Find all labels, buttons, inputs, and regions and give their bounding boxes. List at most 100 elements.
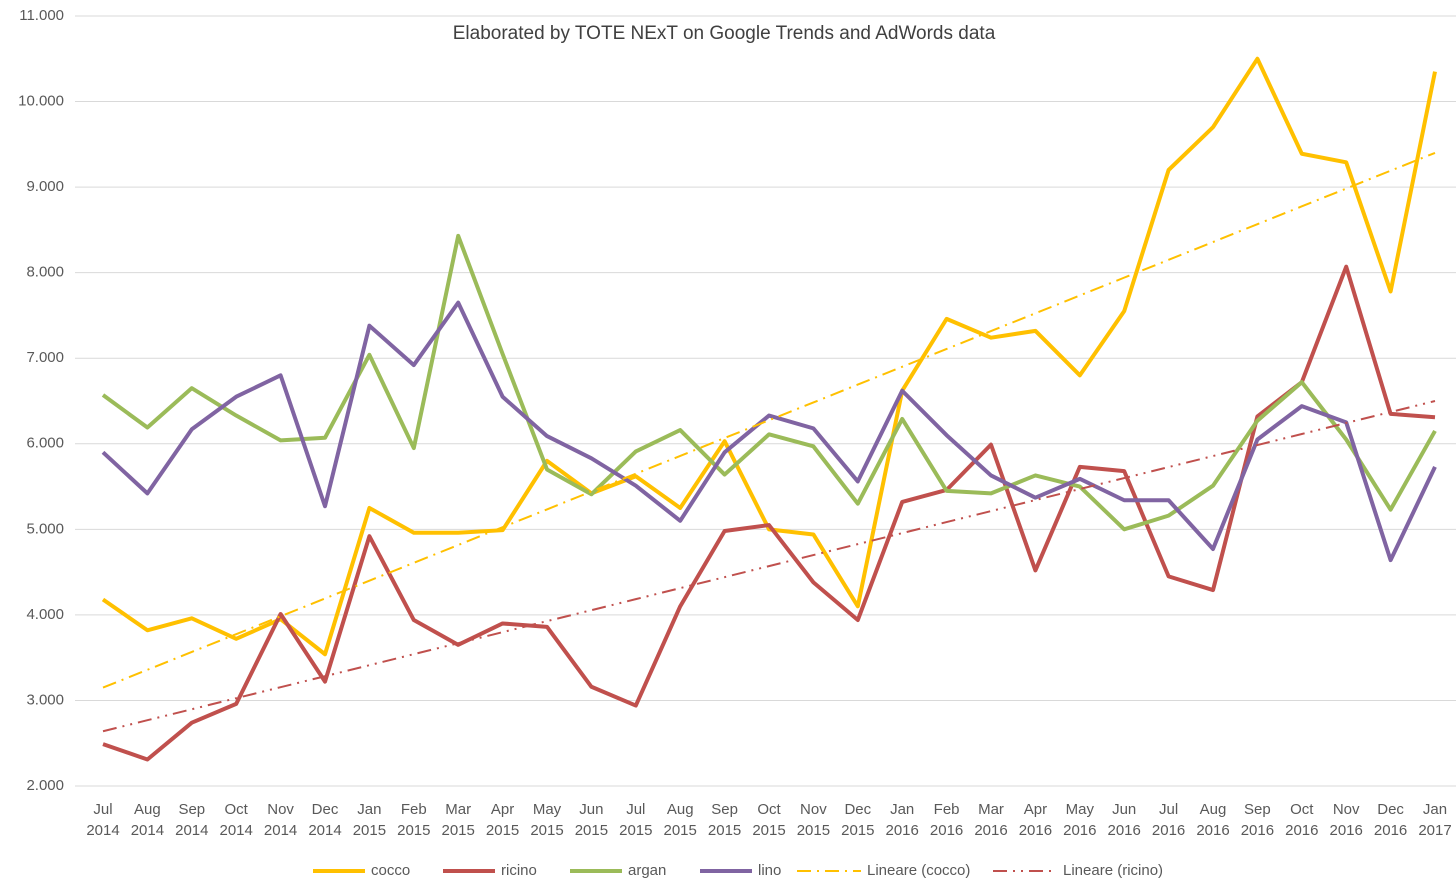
x-tick-label-line: 2015 (752, 822, 785, 839)
x-tick-label-line: Jan (357, 801, 381, 818)
x-tick-label-line: Dec (1377, 801, 1404, 818)
x-tick-label-line: Jul (626, 801, 645, 818)
x-tick-label-line: 2016 (1196, 822, 1229, 839)
x-tick-label-line: 2016 (1330, 822, 1363, 839)
legend-label: cocco (371, 862, 410, 879)
x-tick-label-line: 2016 (1285, 822, 1318, 839)
x-tick-label-line: Nov (1333, 801, 1360, 818)
x-tick-label-line: 2017 (1418, 822, 1451, 839)
x-tick-label-line: May (533, 801, 562, 818)
x-tick-label-line: Oct (225, 801, 249, 818)
x-tick-label-line: 2014 (220, 822, 253, 839)
x-tick-label-line: 2016 (974, 822, 1007, 839)
x-tick-label-line: Oct (757, 801, 781, 818)
x-tick-label-line: Mar (978, 801, 1004, 818)
x-tick-label: Jun 2016 (1108, 801, 1141, 839)
x-tick-label-line: Sep (178, 801, 205, 818)
x-tick-label: May 2015 (530, 801, 563, 839)
x-tick-label: Mar 2015 (442, 801, 475, 839)
x-tick-label-line: 2015 (841, 822, 874, 839)
x-tick-label: Feb 2015 (397, 801, 430, 839)
x-tick-label: Nov 2016 (1330, 801, 1363, 839)
x-tick-label: Jul 2014 (86, 801, 119, 839)
x-tick-label: Jun 2015 (575, 801, 608, 839)
y-tick-label: 3.000 (26, 691, 64, 708)
y-tick-label: 4.000 (26, 606, 64, 623)
y-tick-label: 8.000 (26, 264, 64, 281)
x-tick-label: Jul 2015 (619, 801, 652, 839)
x-tick-label-line: 2014 (308, 822, 341, 839)
x-tick-label-line: 2015 (486, 822, 519, 839)
x-tick-label-line: 2014 (264, 822, 297, 839)
x-tick-label-line: Sep (711, 801, 738, 818)
x-tick-label-line: Aug (1200, 801, 1227, 818)
x-tick-label-line: 2015 (797, 822, 830, 839)
x-tick-label-line: 2015 (708, 822, 741, 839)
x-tick-label-line: 2016 (1063, 822, 1096, 839)
x-tick-label: Apr 2015 (486, 801, 519, 839)
x-tick-label-line: 2015 (353, 822, 386, 839)
x-tick-label-line: 2015 (575, 822, 608, 839)
x-tick-label: Jan 2017 (1418, 801, 1451, 839)
x-tick-label-line: Apr (1024, 801, 1047, 818)
x-tick-label-line: Jun (1112, 801, 1136, 818)
x-tick-label-line: 2016 (930, 822, 963, 839)
legend-label: Lineare (cocco) (867, 862, 970, 879)
x-tick-label-line: 2016 (1108, 822, 1141, 839)
x-tick-label: Sep 2016 (1241, 801, 1274, 839)
x-tick-label: Jan 2016 (886, 801, 919, 839)
series-line (102, 400, 1436, 733)
x-tick-label: Oct 2014 (220, 801, 253, 839)
x-tick-label-line: Aug (667, 801, 694, 818)
x-tick-label: Aug 2015 (664, 801, 697, 839)
x-tick-label: May 2016 (1063, 801, 1096, 839)
x-tick-label-line: Jul (93, 801, 112, 818)
y-tick-label: 9.000 (26, 178, 64, 195)
y-tick-label: 2.000 (26, 777, 64, 794)
y-tick-label: 5.000 (26, 520, 64, 537)
x-tick-label-line: Aug (134, 801, 161, 818)
chart-title: Elaborated by TOTE NExT on Google Trends… (453, 23, 996, 44)
x-tick-label-line: May (1066, 801, 1095, 818)
x-tick-label: Sep 2015 (708, 801, 741, 839)
x-tick-label-line: Jan (890, 801, 914, 818)
x-tick-label-line: Dec (312, 801, 339, 818)
legend-label: ricino (501, 862, 537, 879)
x-tick-label-line: 2016 (1019, 822, 1052, 839)
x-tick-label-line: Sep (1244, 801, 1271, 818)
x-tick-label-line: Jan (1423, 801, 1447, 818)
y-tick-label: 6.000 (26, 435, 64, 452)
x-tick-label-line: Oct (1290, 801, 1314, 818)
x-tick-label-line: Dec (844, 801, 871, 818)
series-line (102, 151, 1436, 689)
x-tick-label-line: 2015 (530, 822, 563, 839)
x-tick-label: Aug 2016 (1196, 801, 1229, 839)
x-tick-label-line: 2015 (442, 822, 475, 839)
x-tick-label-line: 2015 (619, 822, 652, 839)
x-tick-label: Dec 2014 (308, 801, 341, 839)
x-tick-label: Jan 2015 (353, 801, 386, 839)
x-tick-label-line: Feb (401, 801, 427, 818)
x-tick-label-line: Jul (1159, 801, 1178, 818)
x-tick-label: Feb 2016 (930, 801, 963, 839)
series-line (101, 56, 1437, 657)
x-tick-label-line: 2016 (1152, 822, 1185, 839)
x-tick-label-line: Nov (800, 801, 827, 818)
legend-label: lino (758, 862, 781, 879)
y-tick-label: 11.000 (19, 7, 64, 24)
x-tick-label: Nov 2014 (264, 801, 297, 839)
legend-label: Lineare (ricino) (1063, 862, 1163, 879)
legend-label: argan (628, 862, 666, 879)
x-tick-label-line: Mar (445, 801, 471, 818)
x-tick-label-line: Nov (267, 801, 294, 818)
y-tick-label: 10.000 (18, 93, 64, 110)
x-tick-label: Mar 2016 (974, 801, 1007, 839)
y-tick-label: 7.000 (26, 349, 64, 366)
x-tick-label: Dec 2015 (841, 801, 874, 839)
x-tick-label: Oct 2015 (752, 801, 785, 839)
x-tick-label: Sep 2014 (175, 801, 208, 839)
x-tick-label-line: Feb (934, 801, 960, 818)
x-tick-label: Nov 2015 (797, 801, 830, 839)
x-tick-label-line: 2015 (664, 822, 697, 839)
